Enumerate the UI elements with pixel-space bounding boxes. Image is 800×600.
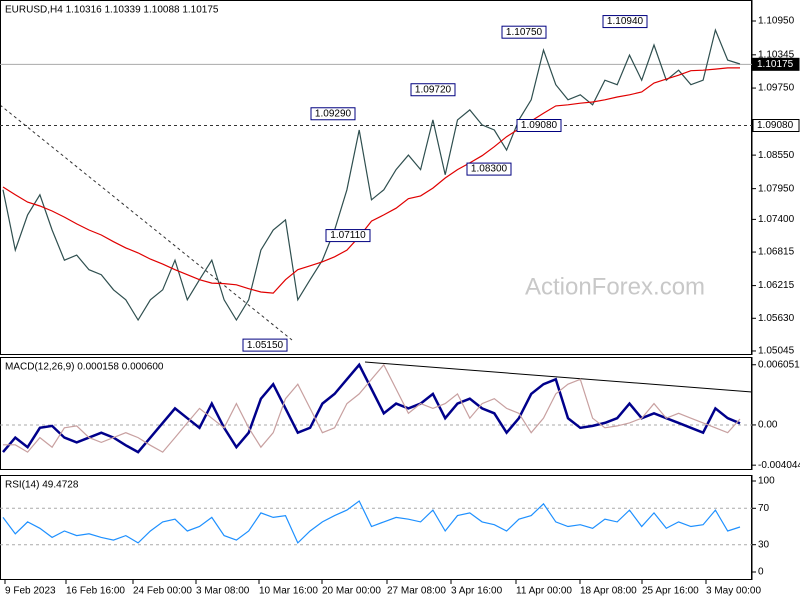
price-label: 1.10750: [506, 27, 543, 38]
series-line: [2, 362, 741, 454]
y-tick-label: 1.05045: [758, 346, 795, 357]
price-label-box: [242, 338, 288, 352]
y-tick-label: 1.08550: [758, 150, 795, 161]
x-tick-label: 9 Feb 2023: [5, 586, 56, 597]
price-line-box: [752, 119, 800, 133]
x-tick-label: 25 Apr 16:00: [642, 586, 699, 597]
y-tick-label: 1.05630: [758, 313, 795, 324]
price-label: 1.09290: [315, 108, 352, 119]
series-line: [2, 67, 740, 294]
price-label-box: [410, 83, 456, 97]
price-label-box: [501, 25, 547, 39]
panel-title: EURUSD,H4 1.10316 1.10339 1.10088 1.1017…: [5, 5, 219, 16]
macd-trend-line: [364, 361, 753, 393]
watermark: ActionForex.com: [525, 273, 705, 300]
x-tick-label: 20 Mar 00:00: [322, 586, 381, 597]
series-line: [3, 363, 741, 453]
x-tick-label: 3 May 00:00: [706, 586, 761, 597]
x-tick-label: 16 Feb 16:00: [66, 586, 125, 597]
y-tick-label: 70: [758, 503, 770, 514]
x-tick-label: 11 Apr 00:00: [516, 586, 572, 597]
y-tick-label: 1.10950: [758, 16, 795, 27]
price-label-box: [602, 15, 648, 29]
x-tick-label: 27 Mar 08:00: [387, 586, 446, 597]
price-label-box: [310, 107, 356, 121]
price-label-box: [516, 119, 562, 133]
y-tick-label: -0.004044: [758, 460, 800, 471]
y-tick-label: 1.07400: [758, 214, 795, 225]
y-tick-label: 1.06215: [758, 280, 795, 291]
x-tick-label: 10 Mar 16:00: [259, 586, 318, 597]
price-label-box: [466, 162, 512, 176]
y-tick-label: 30: [758, 539, 770, 550]
price-label-box: [325, 229, 371, 243]
y-tick-label: 1.09750: [758, 83, 795, 94]
series-line: [2, 28, 741, 322]
price-label: 1.08300: [471, 164, 508, 175]
price-line-box: [752, 57, 800, 71]
trend-line: [0, 104, 293, 341]
series-line: [2, 500, 741, 544]
y-tick-label: 100: [758, 476, 775, 487]
y-tick-label: 0.006051: [758, 359, 800, 370]
price-line-label: 1.10175: [757, 59, 794, 70]
y-tick-label: 0: [758, 567, 764, 578]
panel-title: MACD(12,26,9) 0.000158 0.000600: [5, 362, 164, 373]
price-label: 1.09720: [415, 84, 452, 95]
y-tick-label: 1.10345: [758, 49, 795, 60]
x-tick-label: 24 Feb 00:00: [133, 586, 192, 597]
price-label: 1.09080: [521, 120, 558, 131]
x-tick-label: 3 Mar 08:00: [196, 586, 250, 597]
x-tick-label: 18 Apr 08:00: [580, 586, 637, 597]
x-tick-label: 3 Apr 16:00: [451, 586, 503, 597]
panel-title: RSI(14) 49.4728: [5, 480, 79, 491]
y-tick-label: 1.06815: [758, 247, 795, 258]
y-tick-label: 1.07950: [758, 183, 795, 194]
price-label: 1.05150: [247, 340, 284, 351]
price-line-label: 1.09080: [757, 120, 794, 131]
price-label: 1.10940: [607, 16, 644, 27]
y-tick-label: 0.00: [758, 420, 778, 431]
price-label: 1.07110: [330, 230, 366, 241]
